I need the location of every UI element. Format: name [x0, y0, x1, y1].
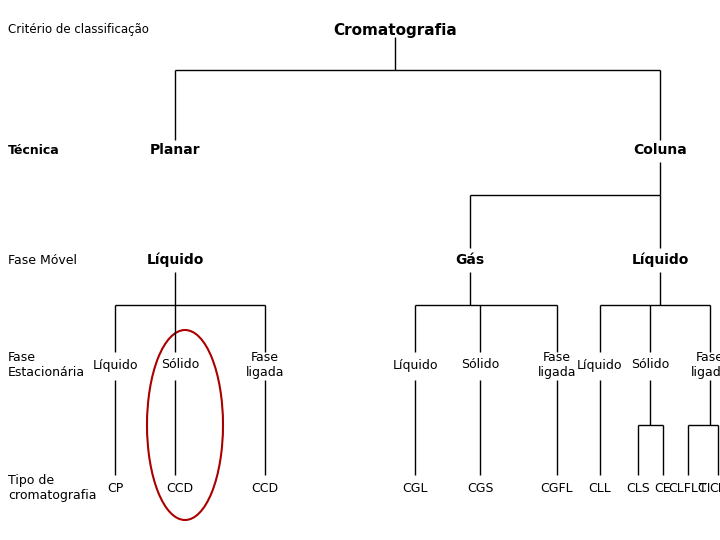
Text: Sólido: Sólido — [461, 359, 499, 372]
Text: Sólido: Sólido — [631, 359, 669, 372]
Text: Líquido: Líquido — [146, 253, 204, 267]
Text: Líquido: Líquido — [92, 359, 138, 372]
Text: Líquido: Líquido — [392, 359, 438, 372]
Text: CP: CP — [107, 482, 123, 495]
Text: Fase
ligada: Fase ligada — [246, 351, 284, 379]
Text: Tipo de
cromatografia: Tipo de cromatografia — [8, 474, 96, 502]
Text: CGFL: CGFL — [541, 482, 573, 495]
Text: CLFLC: CLFLC — [669, 482, 707, 495]
Text: Líquido: Líquido — [631, 253, 689, 267]
Text: CLS: CLS — [626, 482, 650, 495]
Text: Fase Móvel: Fase Móvel — [8, 253, 77, 267]
Text: Fase
ligada: Fase ligada — [690, 351, 720, 379]
Text: Critério de classificação: Critério de classificação — [8, 24, 149, 37]
Text: CGS: CGS — [467, 482, 493, 495]
Text: Planar: Planar — [150, 143, 200, 157]
Text: Fase
ligada: Fase ligada — [538, 351, 576, 379]
Text: Gás: Gás — [456, 253, 485, 267]
Text: CCD: CCD — [166, 482, 194, 495]
Text: Fase
Estacionária: Fase Estacionária — [8, 351, 85, 379]
Text: Líquido: Líquido — [577, 359, 623, 372]
Text: Cromatografia: Cromatografia — [333, 23, 457, 37]
Text: Técnica: Técnica — [8, 144, 60, 157]
Text: Coluna: Coluna — [633, 143, 687, 157]
Text: CB: CB — [709, 482, 720, 495]
Text: CE: CE — [654, 482, 671, 495]
Text: TI: TI — [699, 482, 711, 495]
Text: CLL: CLL — [589, 482, 611, 495]
Text: CGL: CGL — [402, 482, 428, 495]
Text: CCD: CCD — [251, 482, 279, 495]
Text: Sólido: Sólido — [161, 359, 199, 372]
